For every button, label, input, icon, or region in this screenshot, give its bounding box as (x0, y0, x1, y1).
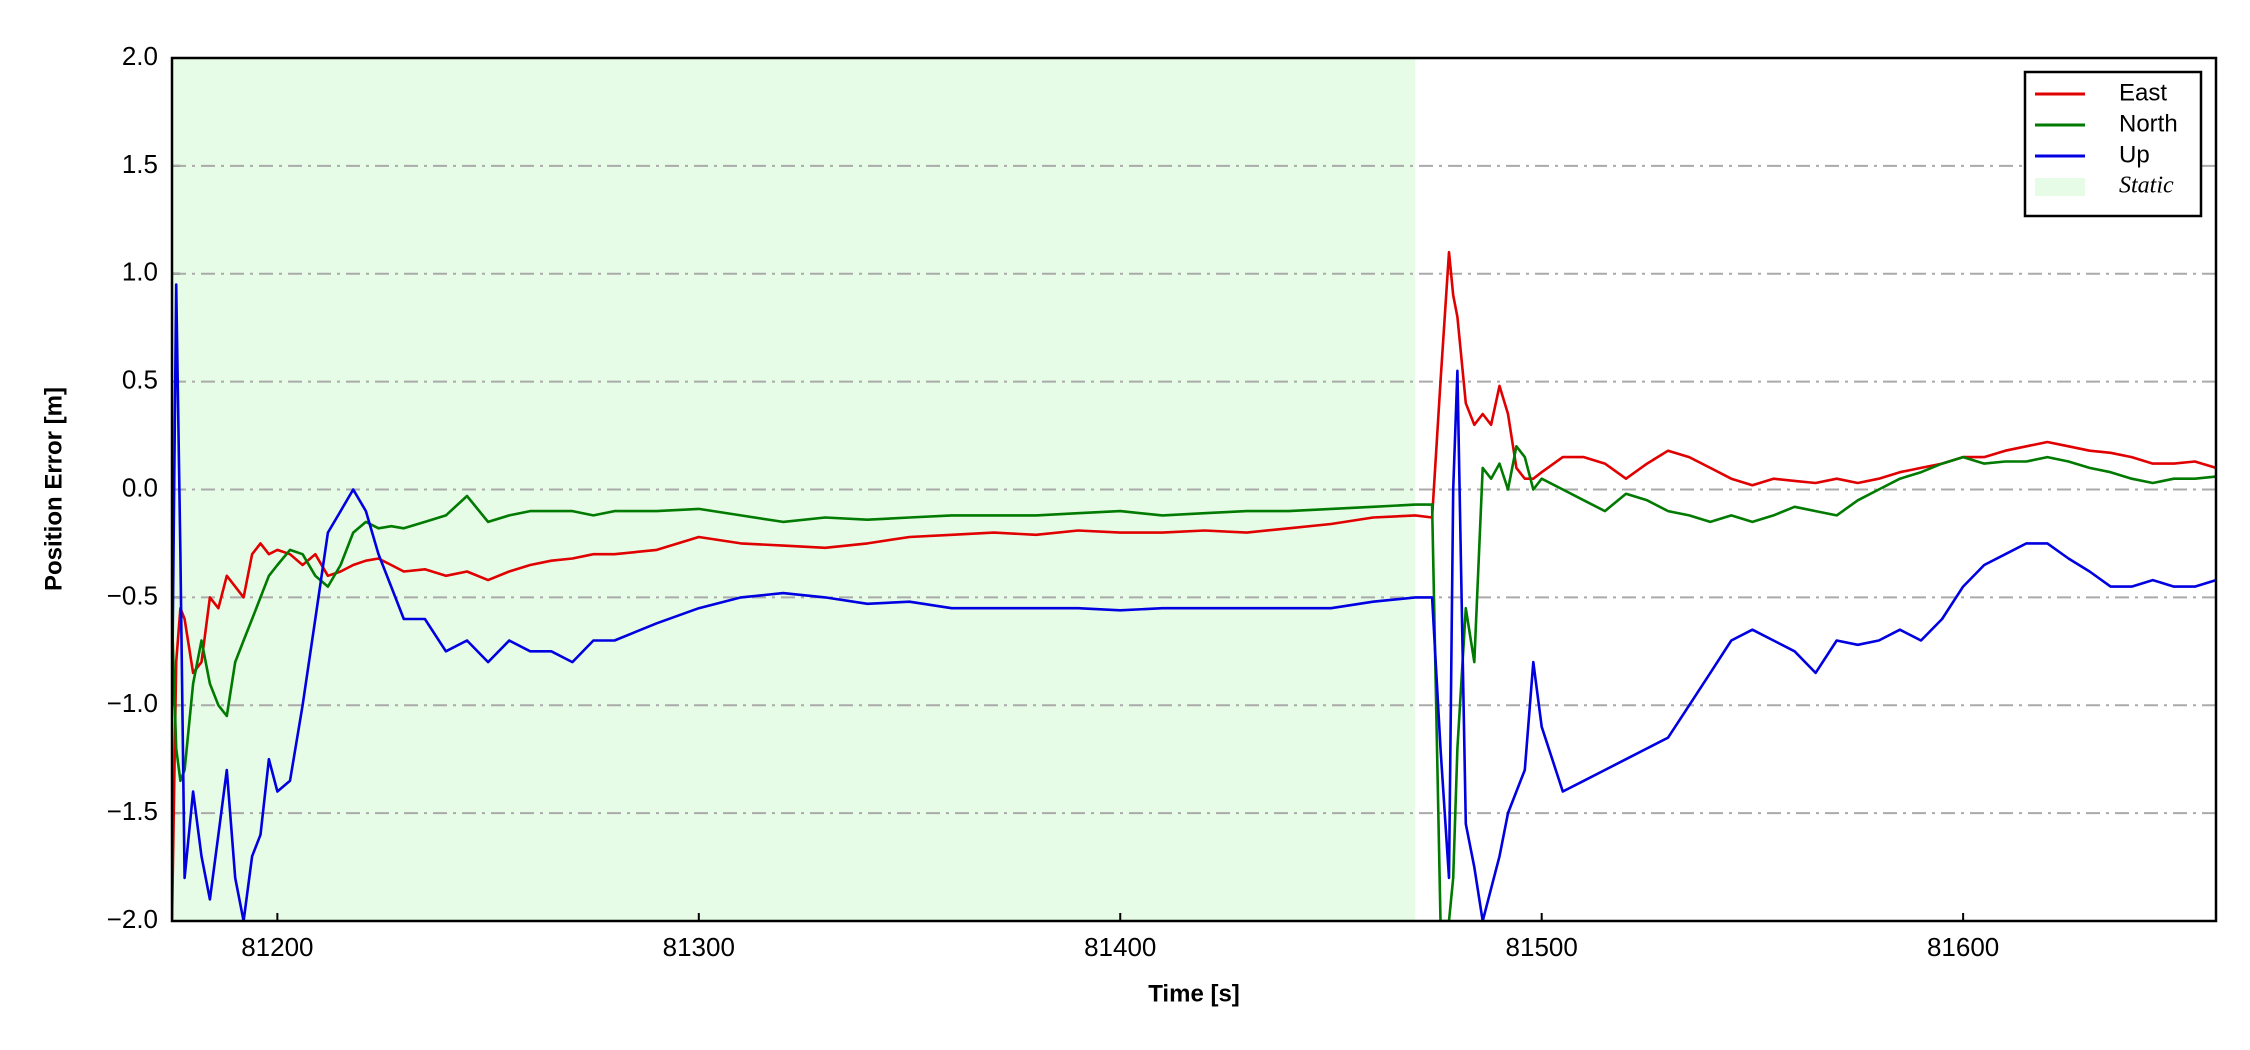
plot-frame (170, 56, 2218, 923)
legend-swatch (2035, 178, 2085, 196)
plot-lines (172, 250, 2216, 921)
legend-label: Up (2119, 141, 2150, 168)
y-tick-label: −0.5 (107, 580, 158, 610)
x-tick-label: 81500 (1506, 932, 1578, 962)
x-tick-label: 81400 (1084, 932, 1156, 962)
y-tick-label: 1.0 (122, 257, 158, 287)
y-tick-label: −1.0 (107, 688, 158, 718)
y-axis-title: Position Error [m] (40, 387, 67, 591)
y-tick-label: 1.5 (122, 149, 158, 179)
y-tick-label: −1.5 (107, 796, 158, 826)
y-tick-label: −2.0 (107, 904, 158, 934)
data-line (172, 250, 2216, 921)
data-line (172, 445, 2216, 921)
x-tick-label: 81300 (663, 932, 735, 962)
legend-label: Static (2119, 173, 2174, 199)
x-tick-label: 81600 (1927, 932, 1999, 962)
legend-label: East (2119, 79, 2167, 106)
legend-label: North (2119, 110, 2178, 137)
y-tick-label: 0.5 (122, 365, 158, 395)
data-line (172, 283, 2216, 921)
y-tick-label: 0.0 (122, 472, 158, 502)
x-axis-title: Time [s] (1148, 980, 1240, 1007)
x-tick-label: 81200 (241, 932, 313, 962)
y-tick-label: 2.0 (122, 41, 158, 71)
